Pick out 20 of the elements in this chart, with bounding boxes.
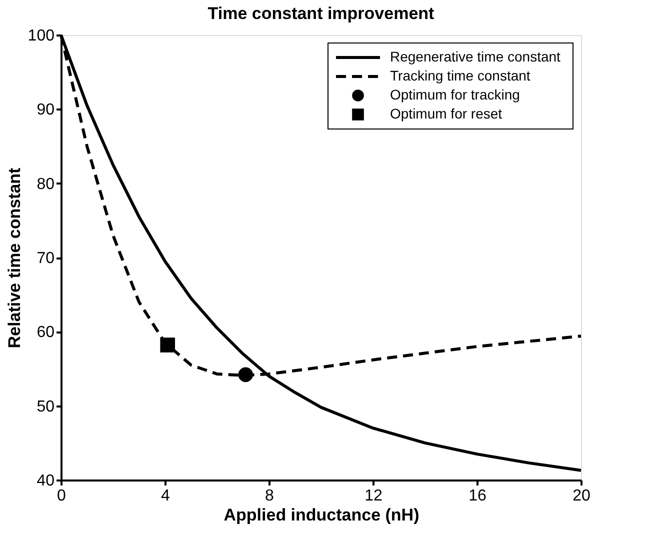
y-tick-label: 60 bbox=[36, 324, 55, 342]
legend-label: Optimum for reset bbox=[390, 106, 502, 122]
y-tick-label: 70 bbox=[36, 250, 55, 267]
chart-title: Time constant improvement bbox=[208, 4, 435, 23]
y-tick-label: 80 bbox=[36, 176, 55, 193]
y-tick-label: 40 bbox=[36, 472, 55, 490]
y-tick-label: 90 bbox=[36, 102, 55, 119]
legend-label: Optimum for tracking bbox=[390, 86, 520, 102]
x-tick-label: 12 bbox=[364, 488, 382, 504]
legend-label: Tracking time constant bbox=[390, 68, 530, 84]
x-axis-title: Applied inductance (nH) bbox=[224, 506, 420, 524]
y-tick-label: 50 bbox=[36, 398, 55, 416]
x-tick-label: 8 bbox=[265, 488, 274, 504]
x-tick-label: 16 bbox=[468, 488, 486, 504]
legend-label: Regenerative time constant bbox=[390, 48, 561, 64]
y-axis-title: Relative time constant bbox=[4, 167, 24, 348]
x-tick-label: 4 bbox=[161, 488, 170, 504]
x-tick-label: 0 bbox=[57, 488, 66, 504]
y-tick-label: 100 bbox=[28, 28, 55, 44]
x-tick-label: 20 bbox=[572, 488, 590, 504]
